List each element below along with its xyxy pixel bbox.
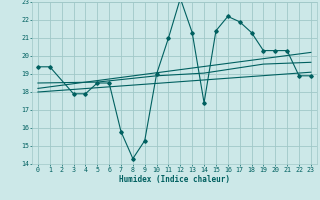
X-axis label: Humidex (Indice chaleur): Humidex (Indice chaleur) [119, 175, 230, 184]
